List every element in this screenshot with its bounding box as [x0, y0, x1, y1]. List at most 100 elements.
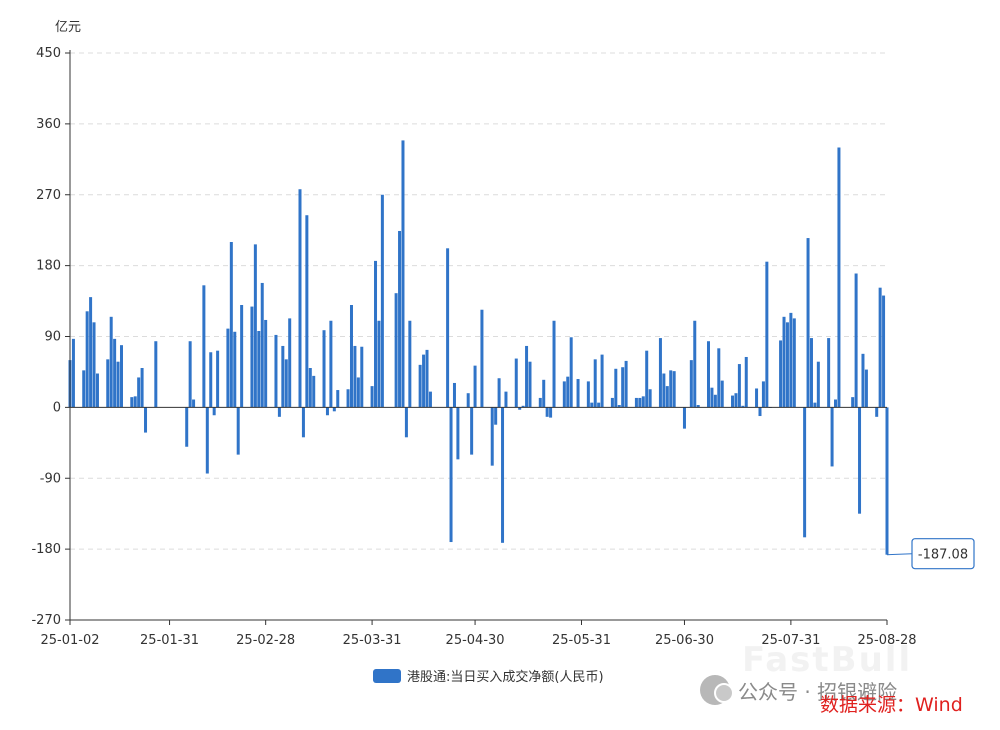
bar[interactable]	[837, 147, 841, 408]
bar[interactable]	[662, 373, 666, 408]
bar[interactable]	[288, 318, 292, 408]
bar[interactable]	[95, 373, 99, 408]
bar[interactable]	[528, 361, 532, 408]
bar[interactable]	[281, 345, 285, 408]
bar[interactable]	[106, 359, 110, 408]
bar[interactable]	[737, 364, 741, 408]
bar[interactable]	[229, 242, 233, 408]
bar[interactable]	[353, 345, 357, 408]
bar[interactable]	[792, 318, 796, 408]
bar[interactable]	[755, 388, 759, 408]
bar[interactable]	[758, 407, 762, 417]
bar[interactable]	[140, 368, 144, 408]
bar[interactable]	[398, 230, 402, 408]
bar[interactable]	[525, 345, 529, 408]
bar[interactable]	[504, 391, 508, 408]
bar[interactable]	[85, 311, 89, 408]
bar[interactable]	[71, 338, 75, 408]
bar[interactable]	[586, 381, 590, 408]
bar[interactable]	[518, 407, 522, 410]
bar[interactable]	[593, 359, 597, 408]
bar[interactable]	[308, 368, 312, 408]
bar[interactable]	[137, 377, 141, 408]
bar[interactable]	[789, 312, 793, 408]
bar[interactable]	[779, 340, 783, 408]
bar[interactable]	[878, 287, 882, 408]
bar[interactable]	[202, 285, 206, 408]
bar[interactable]	[682, 407, 686, 429]
bar[interactable]	[428, 391, 432, 408]
bar[interactable]	[600, 354, 604, 408]
bar[interactable]	[185, 407, 189, 447]
bar[interactable]	[374, 260, 378, 408]
bar[interactable]	[806, 238, 810, 408]
bar[interactable]	[216, 350, 220, 408]
bar[interactable]	[394, 293, 398, 408]
bar[interactable]	[590, 402, 594, 408]
bar[interactable]	[861, 353, 865, 408]
bar[interactable]	[744, 356, 748, 408]
bar[interactable]	[538, 397, 542, 408]
bar[interactable]	[212, 407, 216, 416]
bar[interactable]	[360, 346, 364, 408]
bar[interactable]	[734, 393, 738, 408]
bar[interactable]	[422, 354, 426, 408]
bar[interactable]	[205, 407, 209, 474]
bar[interactable]	[466, 393, 470, 408]
bar[interactable]	[284, 359, 288, 408]
bar[interactable]	[329, 320, 333, 408]
bar[interactable]	[761, 381, 765, 408]
bar[interactable]	[514, 358, 518, 408]
bar[interactable]	[706, 341, 710, 408]
bar[interactable]	[380, 194, 384, 408]
bar[interactable]	[446, 248, 450, 408]
bar[interactable]	[192, 399, 196, 408]
bar[interactable]	[809, 338, 813, 408]
bar[interactable]	[113, 338, 117, 408]
bar[interactable]	[885, 407, 889, 555]
bar[interactable]	[336, 390, 340, 408]
bar[interactable]	[119, 345, 123, 408]
bar[interactable]	[720, 380, 724, 408]
bar[interactable]	[672, 371, 676, 408]
bar[interactable]	[301, 407, 305, 438]
legend[interactable]: 港股通:当日买入成交净额(人民币)	[373, 666, 604, 685]
bar[interactable]	[864, 369, 868, 408]
bar[interactable]	[610, 397, 614, 408]
bar[interactable]	[830, 407, 834, 467]
bar[interactable]	[617, 405, 621, 408]
bar[interactable]	[370, 386, 374, 408]
bar[interactable]	[109, 316, 113, 408]
bar[interactable]	[144, 407, 148, 433]
bar[interactable]	[552, 320, 556, 408]
bar[interactable]	[264, 319, 268, 408]
bar[interactable]	[226, 328, 230, 408]
bar[interactable]	[827, 338, 831, 408]
bar[interactable]	[236, 407, 240, 455]
bar[interactable]	[665, 386, 669, 408]
bar[interactable]	[566, 376, 570, 408]
bar[interactable]	[188, 341, 192, 408]
bar[interactable]	[497, 378, 501, 408]
bar[interactable]	[689, 360, 693, 408]
bar[interactable]	[624, 360, 628, 408]
bar[interactable]	[456, 407, 460, 460]
bar[interactable]	[116, 361, 120, 408]
bar[interactable]	[713, 394, 717, 408]
bar[interactable]	[209, 352, 213, 408]
bar[interactable]	[449, 407, 453, 543]
bar[interactable]	[494, 407, 498, 425]
bar[interactable]	[404, 407, 408, 438]
bar[interactable]	[693, 320, 697, 408]
bar[interactable]	[490, 407, 494, 466]
bar[interactable]	[803, 407, 807, 538]
bar[interactable]	[346, 389, 350, 408]
bar[interactable]	[562, 381, 566, 408]
bar[interactable]	[418, 364, 422, 408]
bar[interactable]	[576, 379, 580, 408]
bar[interactable]	[549, 407, 553, 418]
bar[interactable]	[312, 375, 316, 408]
bar[interactable]	[875, 407, 879, 417]
bar[interactable]	[233, 331, 237, 408]
bar[interactable]	[425, 349, 429, 408]
